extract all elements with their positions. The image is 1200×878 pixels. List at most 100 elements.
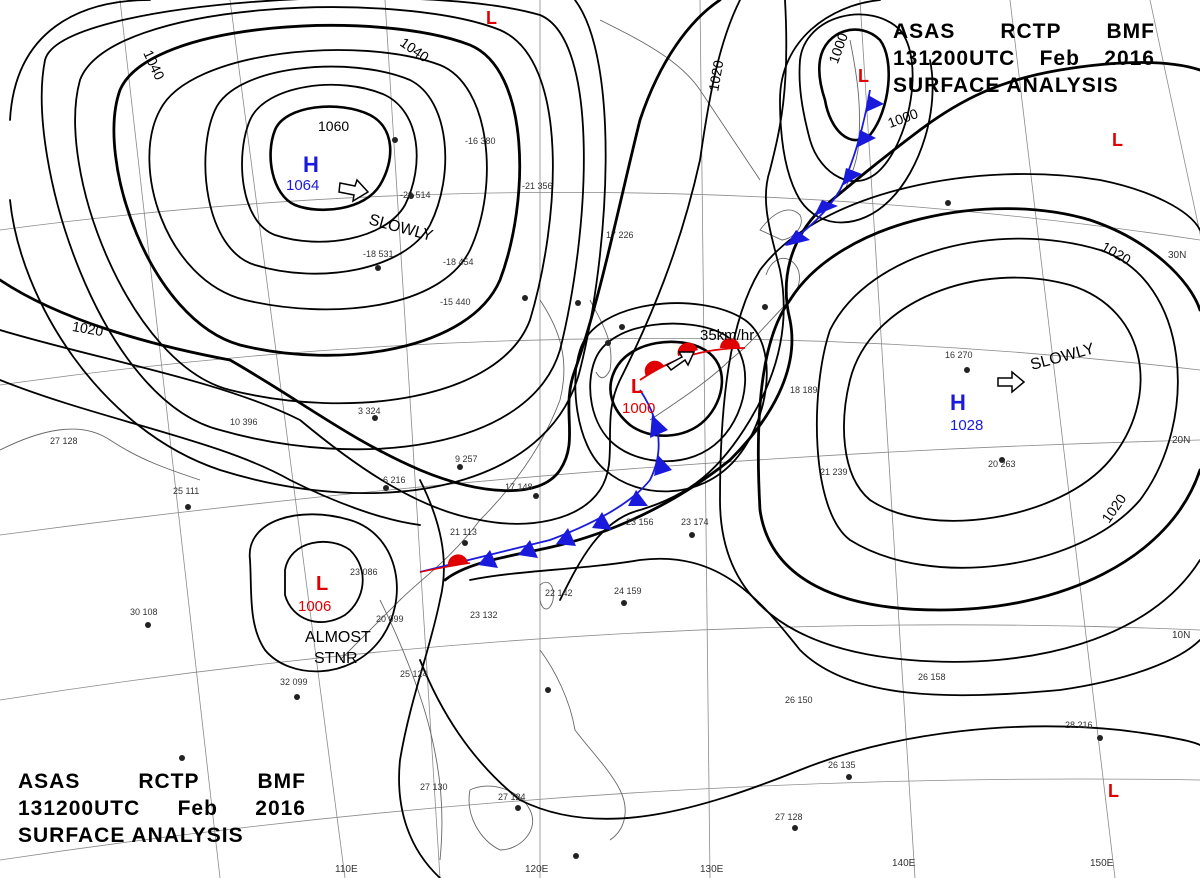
isobar [469, 557, 1200, 697]
isobar-1006-low [284, 541, 364, 623]
station-label: 25 124 [400, 669, 428, 679]
longitude-label: 150E [1090, 858, 1114, 869]
cold-front-okhotsk [784, 89, 871, 246]
isobar [0, 379, 421, 526]
cold-barb [628, 490, 648, 506]
warm-front-tail [419, 562, 471, 573]
low-center-marker: L [1112, 130, 1123, 150]
station-dot [179, 755, 185, 761]
station-dot [545, 687, 551, 693]
station-label: 26 135 [828, 760, 856, 770]
low-center-value: 1000 [622, 400, 655, 417]
station-label: 27 130 [420, 782, 448, 792]
station-label: 24 159 [614, 586, 642, 596]
isobar-1000-core [609, 340, 724, 437]
station-label: 27 124 [498, 792, 526, 802]
latitude-label: 30N [1168, 250, 1186, 261]
station-markers [145, 137, 1103, 859]
title-row-1: ASAS RCTP BMF [18, 768, 306, 795]
cold-barb [592, 512, 612, 530]
station-label: 21 113 [450, 527, 477, 537]
station-label: 22 142 [545, 588, 573, 598]
station-dot [621, 600, 627, 606]
isobar-1020-west [0, 0, 722, 493]
station-dot [762, 304, 768, 310]
low-center-value: 1006 [298, 598, 331, 615]
parallel-line [0, 778, 1200, 861]
warm-barb [720, 338, 740, 348]
meridian-line [384, 0, 441, 878]
isobar [419, 659, 1200, 820]
low-center-marker: L [631, 376, 643, 398]
station-dot [964, 367, 970, 373]
title-row-1: ASAS RCTP BMF [893, 18, 1155, 45]
isobar [148, 49, 488, 311]
station-dot [294, 694, 300, 700]
isobar-label: 1020 [1098, 491, 1129, 526]
high-motion-label: SLOWLY [367, 211, 435, 244]
parallel-line [0, 439, 1200, 536]
code-label: BMF [1106, 20, 1155, 43]
isobar [204, 65, 447, 275]
station-label: 23 132 [470, 610, 498, 620]
coastlines [0, 19, 861, 861]
title-row-2: 131200UTC Feb 2016 [18, 795, 306, 822]
fronts [419, 89, 884, 573]
cold-barb [814, 200, 838, 216]
station-label: 6 216 [383, 475, 406, 485]
station-label: 25 111 [173, 486, 199, 496]
isobar [574, 302, 768, 493]
isobar-label: 1020 [71, 318, 105, 339]
station-dot [515, 805, 521, 811]
high-motion-label: SLOWLY [1029, 340, 1097, 373]
isobar [589, 322, 746, 463]
longitude-label: 140E [892, 858, 916, 869]
meridian-line [859, 0, 916, 878]
title-block-top-right: ASAS RCTP BMF 131200UTC Feb 2016 SURFACE… [893, 18, 1155, 99]
cold-front-barbs [478, 95, 884, 568]
coast-sakhalin [844, 39, 861, 191]
cold-barb [786, 230, 810, 246]
motion-arrows [338, 178, 1026, 394]
coast-borneo [468, 785, 534, 851]
station-label: 10 396 [230, 417, 258, 427]
isobar-1020-pacific [756, 207, 1200, 612]
station-label: 21 239 [820, 467, 848, 477]
station-label: -15 440 [440, 297, 471, 307]
station-label: -18 531 [363, 249, 394, 259]
coast-indochina [379, 599, 443, 861]
station-dot [392, 137, 398, 143]
title-row-2: 131200UTC Feb 2016 [893, 45, 1155, 72]
isobar-1064-core [269, 105, 392, 212]
longitude-label: 110E [335, 864, 358, 875]
cold-barb [478, 550, 498, 568]
coast-philippines [539, 649, 626, 841]
isobar [248, 513, 398, 673]
low-motion-label: ALMOST [305, 629, 371, 646]
coast-china [339, 299, 565, 661]
high-center-value: 1064 [286, 177, 319, 194]
isobar [719, 173, 1200, 663]
isobar-label: 1020 [705, 59, 726, 93]
agency-label: ASAS [18, 770, 81, 793]
coast-russia-north [599, 19, 761, 181]
station-dot [372, 415, 378, 421]
station-dot [573, 853, 579, 859]
isobar [779, 0, 934, 224]
month-label: Feb [1039, 47, 1080, 70]
station-label: 9 257 [455, 454, 478, 464]
station-labels: -16 380 -20 514 -18 531 -18 454 -15 440 … [50, 136, 1093, 822]
parallel-line [0, 337, 1200, 386]
cold-barb [856, 130, 876, 148]
cold-barb [654, 455, 672, 476]
motion-arrow-icon [338, 178, 370, 203]
year-label: 2016 [255, 797, 306, 820]
isobar-label: 1000 [885, 105, 920, 131]
warm-barb [447, 554, 468, 566]
station-label: -20 514 [400, 190, 431, 200]
station-dot [408, 193, 414, 199]
station-dot [522, 295, 528, 301]
station-label: -21 356 [522, 181, 553, 191]
